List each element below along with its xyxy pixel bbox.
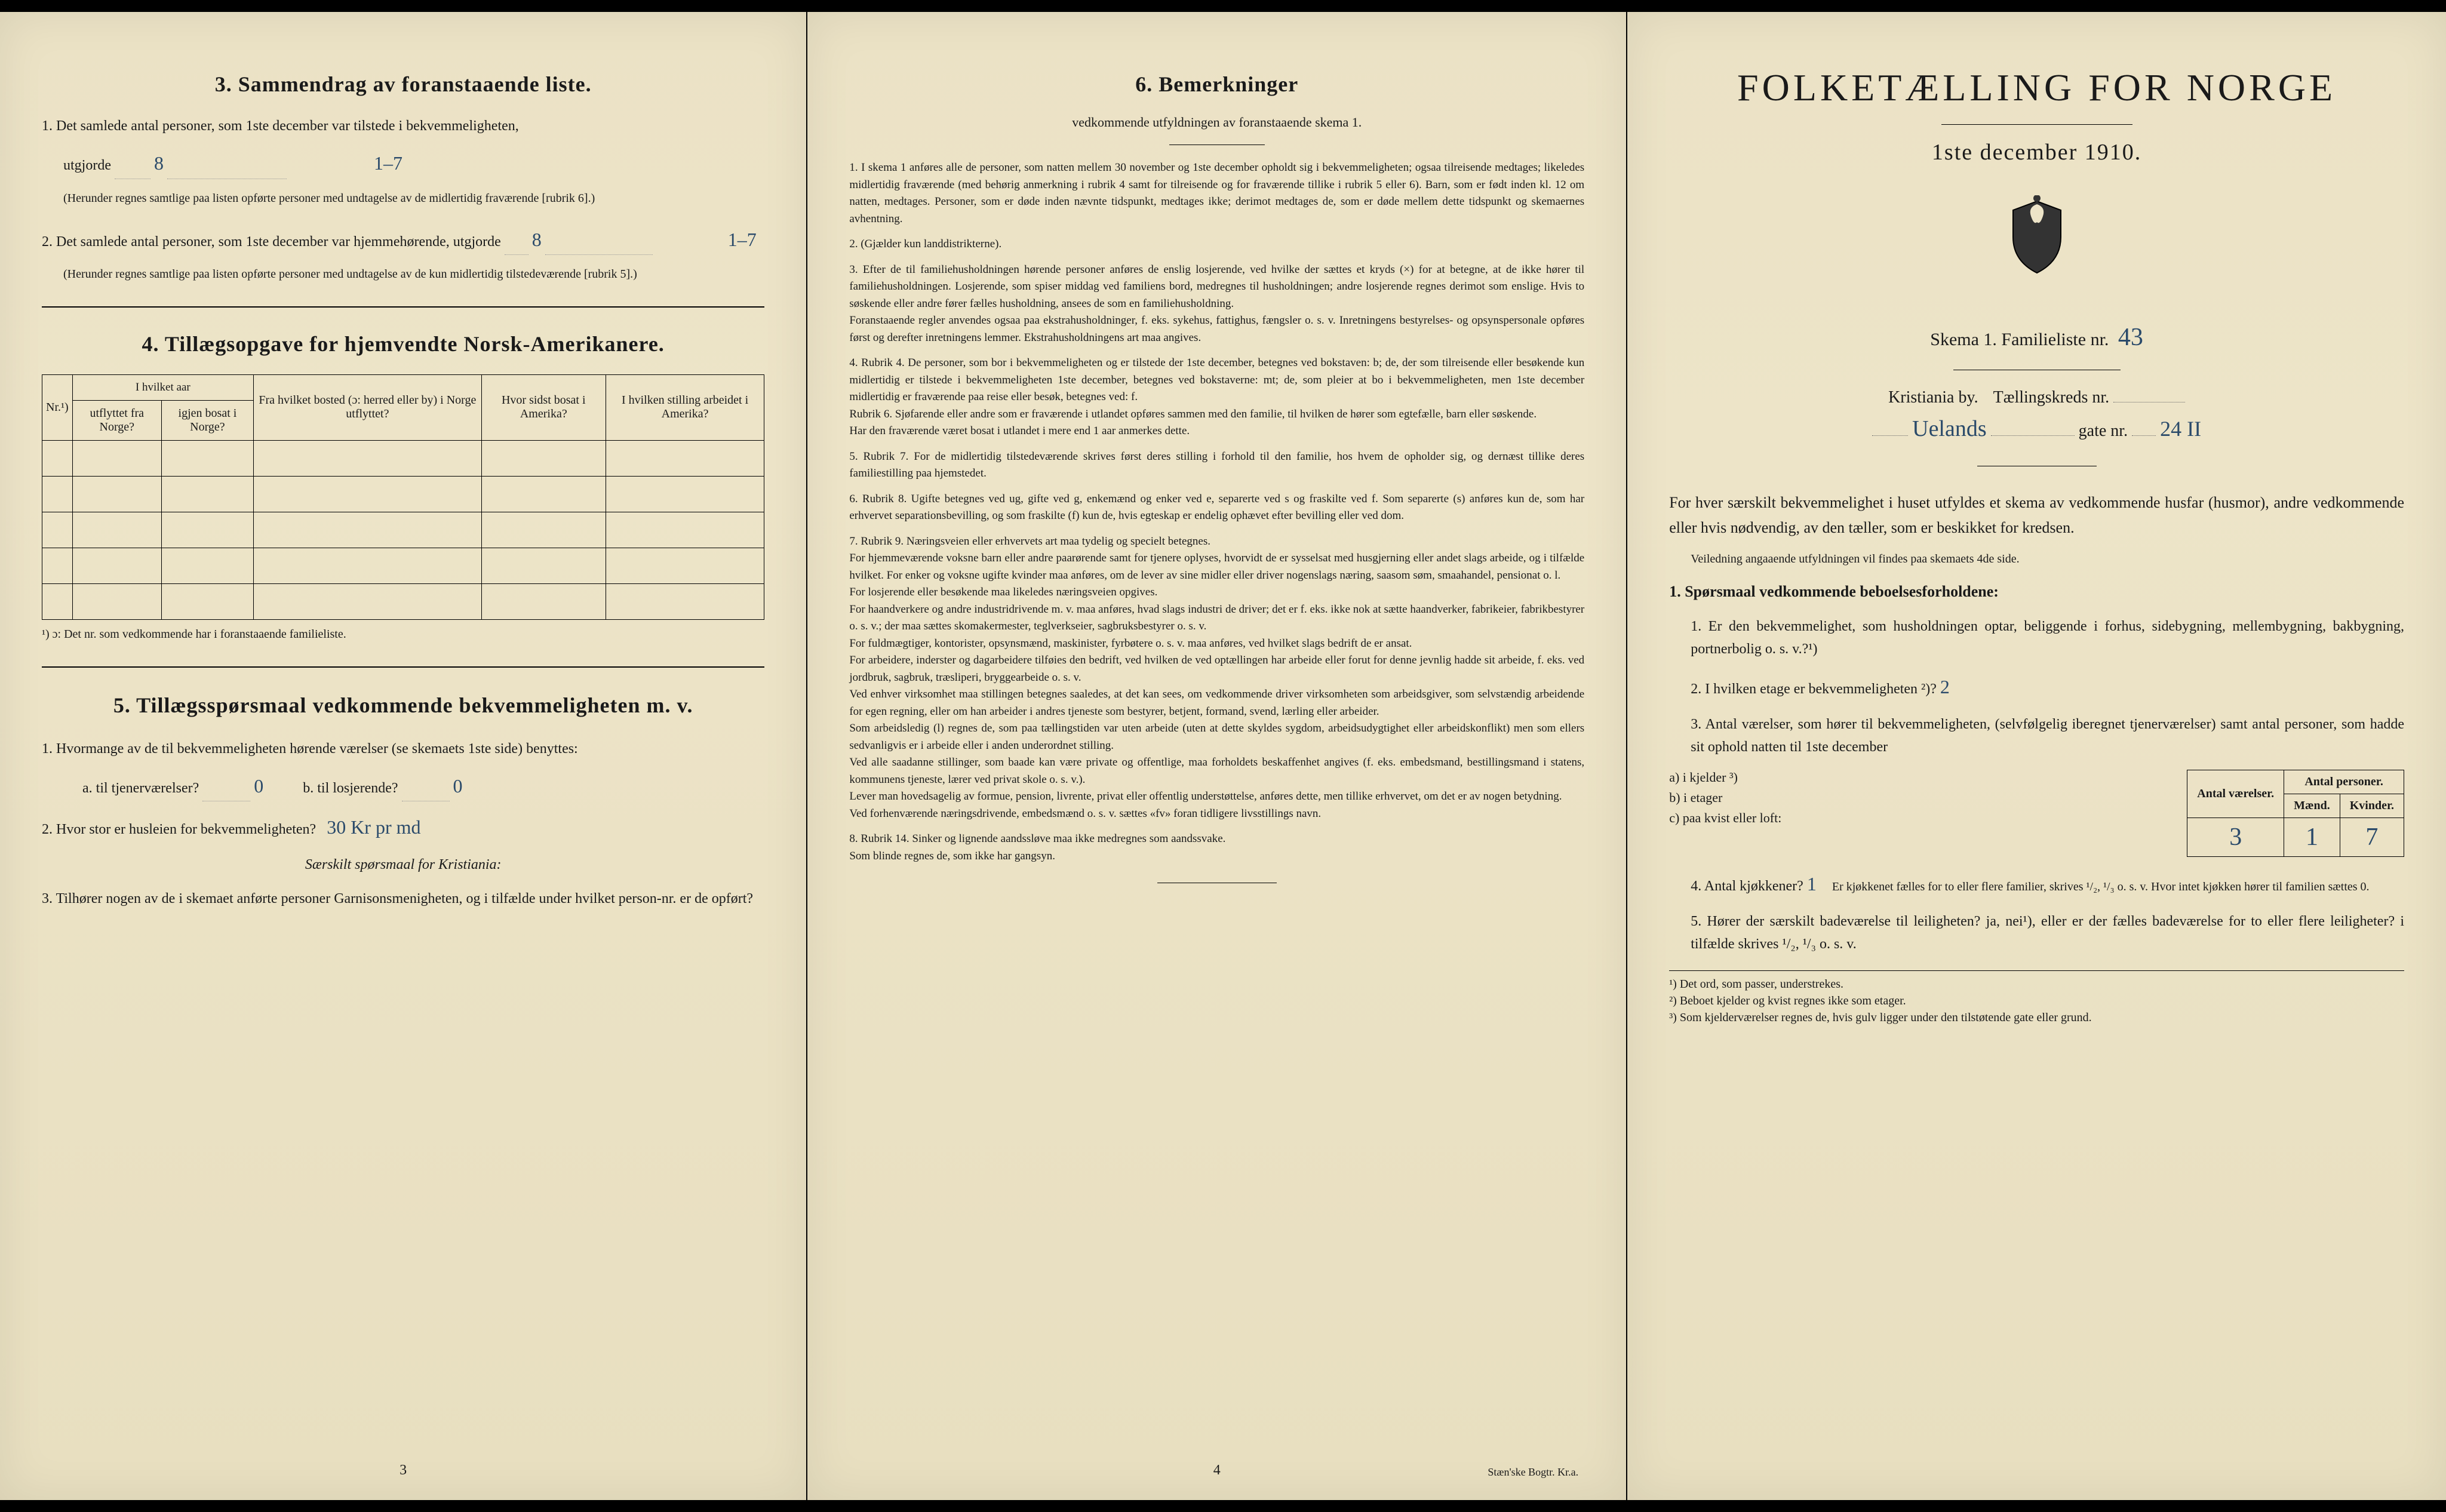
q-header: 1. Spørsmaal vedkommende beboelsesforhol… <box>1669 579 2404 604</box>
th-k: Kvinder. <box>2340 794 2404 818</box>
street-line: Uelands gate nr. 24 II <box>1669 416 2404 442</box>
section-4-title: 4. Tillægsopgave for hjemvendte Norsk-Am… <box>42 331 764 357</box>
section4-table: Nr.¹) I hvilket aar Fra hvilket bosted (… <box>42 374 764 620</box>
table-row <box>42 583 764 619</box>
s6-item: 1. I skema 1 anføres alle de personer, s… <box>849 159 1584 228</box>
s6-item: 5. Rubrik 7. For de midlertidig tilstede… <box>849 448 1584 483</box>
s6-item: 7. Rubrik 9. Næringsveien eller erhverve… <box>849 533 1584 823</box>
tkreds-label: Tællingskreds nr. <box>1993 388 2109 407</box>
table-row <box>42 512 764 548</box>
s3-item1-note: (Herunder regnes samtlige paa listen opf… <box>63 190 764 207</box>
table-row <box>42 440 764 476</box>
s3-item1-cont: utgjorde 8 1–7 <box>63 148 764 179</box>
city-line: Kristiania by. Tællingskreds nr. <box>1669 388 2404 407</box>
s3-hand2: 8 <box>532 225 542 255</box>
s3-item2-text: 2. Det samlede antal personer, som 1ste … <box>42 234 501 250</box>
val-k: 7 <box>2365 823 2378 852</box>
intro-para: For hver særskilt bekvemmelighet i huset… <box>1669 490 2404 540</box>
s6-item: 3. Efter de til familiehusholdningen hør… <box>849 262 1584 347</box>
val-m: 1 <box>2306 823 2318 852</box>
printer-line: Stæn'ske Bogtr. Kr.a. <box>1488 1466 1578 1479</box>
list-nr-hand: 43 <box>2118 323 2143 352</box>
census-title: FOLKETÆLLING FOR NORGE <box>1669 66 2404 110</box>
s4-th-aar: I hvilket aar <box>72 374 253 400</box>
s3-margin1: 1–7 <box>374 148 402 179</box>
section-6-title: 6. Bemerkninger <box>849 72 1584 97</box>
page-4: 6. Bemerkninger vedkommende utfyldningen… <box>807 12 1626 1500</box>
street-hand: Uelands <box>1912 416 1987 442</box>
s6-item: 6. Rubrik 8. Ugifte betegnes ved ug, gif… <box>849 491 1584 525</box>
th-persons: Antal personer. <box>2284 770 2404 794</box>
q4b-text: Er kjøkkenet fælles for to eller flere f… <box>1832 880 2370 893</box>
s5-item1ab: a. til tjenerværelser? 0 b. til losjeren… <box>82 771 764 801</box>
gate-nr-hand: 24 II <box>2160 416 2201 441</box>
q3-table-wrap: Antal værelser. Antal personer. Mænd. Kv… <box>1669 770 2404 857</box>
s5-item1a: a. til tjenerværelser? <box>82 780 199 796</box>
s4-th-bosted: Fra hvilket bosted (ɔ: herred eller by) … <box>253 374 481 440</box>
s3-item1b-text: utgjorde <box>63 158 111 173</box>
s6-item: 2. (Gjælder kun landdistrikterne). <box>849 236 1584 253</box>
city-label: Kristiania by. <box>1888 388 1978 407</box>
q4-hand: 1 <box>1807 869 1817 899</box>
page-number-3: 3 <box>0 1462 806 1479</box>
s5-item2-note: Særskilt spørsmaal for Kristiania: <box>42 853 764 876</box>
s5-item3: 3. Tilhører nogen av de i skemaet anført… <box>42 887 764 910</box>
section-3-title: 3. Sammendrag av foranstaaende liste. <box>42 72 764 97</box>
page-3: 3. Sammendrag av foranstaaende liste. 1.… <box>0 12 806 1500</box>
s4-th-nr: Nr.¹) <box>42 374 73 440</box>
intro-note: Veiledning angaaende utfyldningen vil fi… <box>1691 551 2404 567</box>
footnotes: ¹) Det ord, som passer, understrekes.²) … <box>1669 976 2404 1026</box>
s5-item2: 2. Hvor stor er husleien for bekvemmelig… <box>42 812 764 843</box>
census-date: 1ste december 1910. <box>1669 139 2404 165</box>
section-6-subtitle: vedkommende utfyldningen av foranstaaend… <box>849 115 1584 130</box>
s5-item2-text: 2. Hvor stor er husleien for bekvemmelig… <box>42 822 316 837</box>
schema-line: Skema 1. Familieliste nr. 43 <box>1669 323 2404 352</box>
th-m: Mænd. <box>2284 794 2340 818</box>
gate-label: gate nr. <box>2079 422 2128 440</box>
q2: 2. I hvilken etage er bekvemmeligheten ²… <box>1691 672 2404 702</box>
q1: 1. Er den bekvemmelighet, som husholdnin… <box>1691 615 2404 661</box>
s5-item1b: b. til losjerende? <box>303 780 398 796</box>
s4-th-bosat: igjen bosat i Norge? <box>161 400 253 440</box>
s3-item2: 2. Det samlede antal personer, som 1ste … <box>42 225 764 255</box>
q2-hand: 2 <box>1940 672 1950 702</box>
s5-item1: 1. Hvormange av de til bekvemmeligheten … <box>42 737 764 760</box>
s5-hand2: 30 Kr pr md <box>327 812 420 843</box>
th-rooms: Antal værelser. <box>2187 770 2284 818</box>
val-rooms: 3 <box>2229 823 2242 852</box>
s5-hand1a: 0 <box>254 771 263 801</box>
s6-item: 4. Rubrik 4. De personer, som bor i bekv… <box>849 355 1584 440</box>
s3-item2-note: (Herunder regnes samtlige paa listen opf… <box>63 266 764 282</box>
s6-item: 8. Rubrik 14. Sinker og lignende aandssl… <box>849 831 1584 865</box>
rooms-table: Antal værelser. Antal personer. Mænd. Kv… <box>2187 770 2404 857</box>
schema-label: Skema 1. Familieliste nr. <box>1930 330 2109 349</box>
q3-block: 3. Antal værelser, som hører til bekvemm… <box>1691 713 2404 759</box>
s4-th-stilling: I hvilken stilling arbeidet i Amerika? <box>606 374 764 440</box>
q3: 3. Antal værelser, som hører til bekvemm… <box>1691 717 2404 755</box>
q4-text: 4. Antal kjøkkener? <box>1691 878 1803 894</box>
divider-2 <box>42 666 764 668</box>
table-row <box>42 476 764 512</box>
divider-1 <box>42 306 764 308</box>
page-title: FOLKETÆLLING FOR NORGE 1ste december 191… <box>1627 12 2446 1500</box>
s5-hand1b: 0 <box>453 771 463 801</box>
s3-item1-text: 1. Det samlede antal personer, som 1ste … <box>42 118 519 134</box>
coat-of-arms-icon <box>1669 195 2404 293</box>
s4-footnote: ¹) ɔ: Det nr. som vedkommende har i fora… <box>42 626 764 643</box>
q5: 5. Hører der særskilt badeværelse til le… <box>1691 910 2404 956</box>
s4-th-utflyttet: utflyttet fra Norge? <box>72 400 161 440</box>
s3-item1: 1. Det samlede antal personer, som 1ste … <box>42 115 764 137</box>
q4: 4. Antal kjøkkener? 1 Er kjøkkenet fælle… <box>1691 869 2404 899</box>
s3-hand1: 8 <box>154 148 164 179</box>
footnote: ³) Som kjelderværelser regnes de, hvis g… <box>1669 1009 2404 1026</box>
document-tri-fold: 3. Sammendrag av foranstaaende liste. 1.… <box>0 12 2446 1500</box>
footnote: ²) Beboet kjelder og kvist regnes ikke s… <box>1669 992 2404 1009</box>
table-row <box>42 548 764 583</box>
footnote: ¹) Det ord, som passer, understrekes. <box>1669 976 2404 992</box>
s4-th-amerika: Hvor sidst bosat i Amerika? <box>481 374 606 440</box>
section-5-title: 5. Tillægsspørsmaal vedkommende bekvemme… <box>42 692 764 720</box>
q2-text: 2. I hvilken etage er bekvemmeligheten ²… <box>1691 681 1937 697</box>
s6-items: 1. I skema 1 anføres alle de personer, s… <box>849 159 1584 865</box>
s3-margin2: 1–7 <box>728 225 757 255</box>
